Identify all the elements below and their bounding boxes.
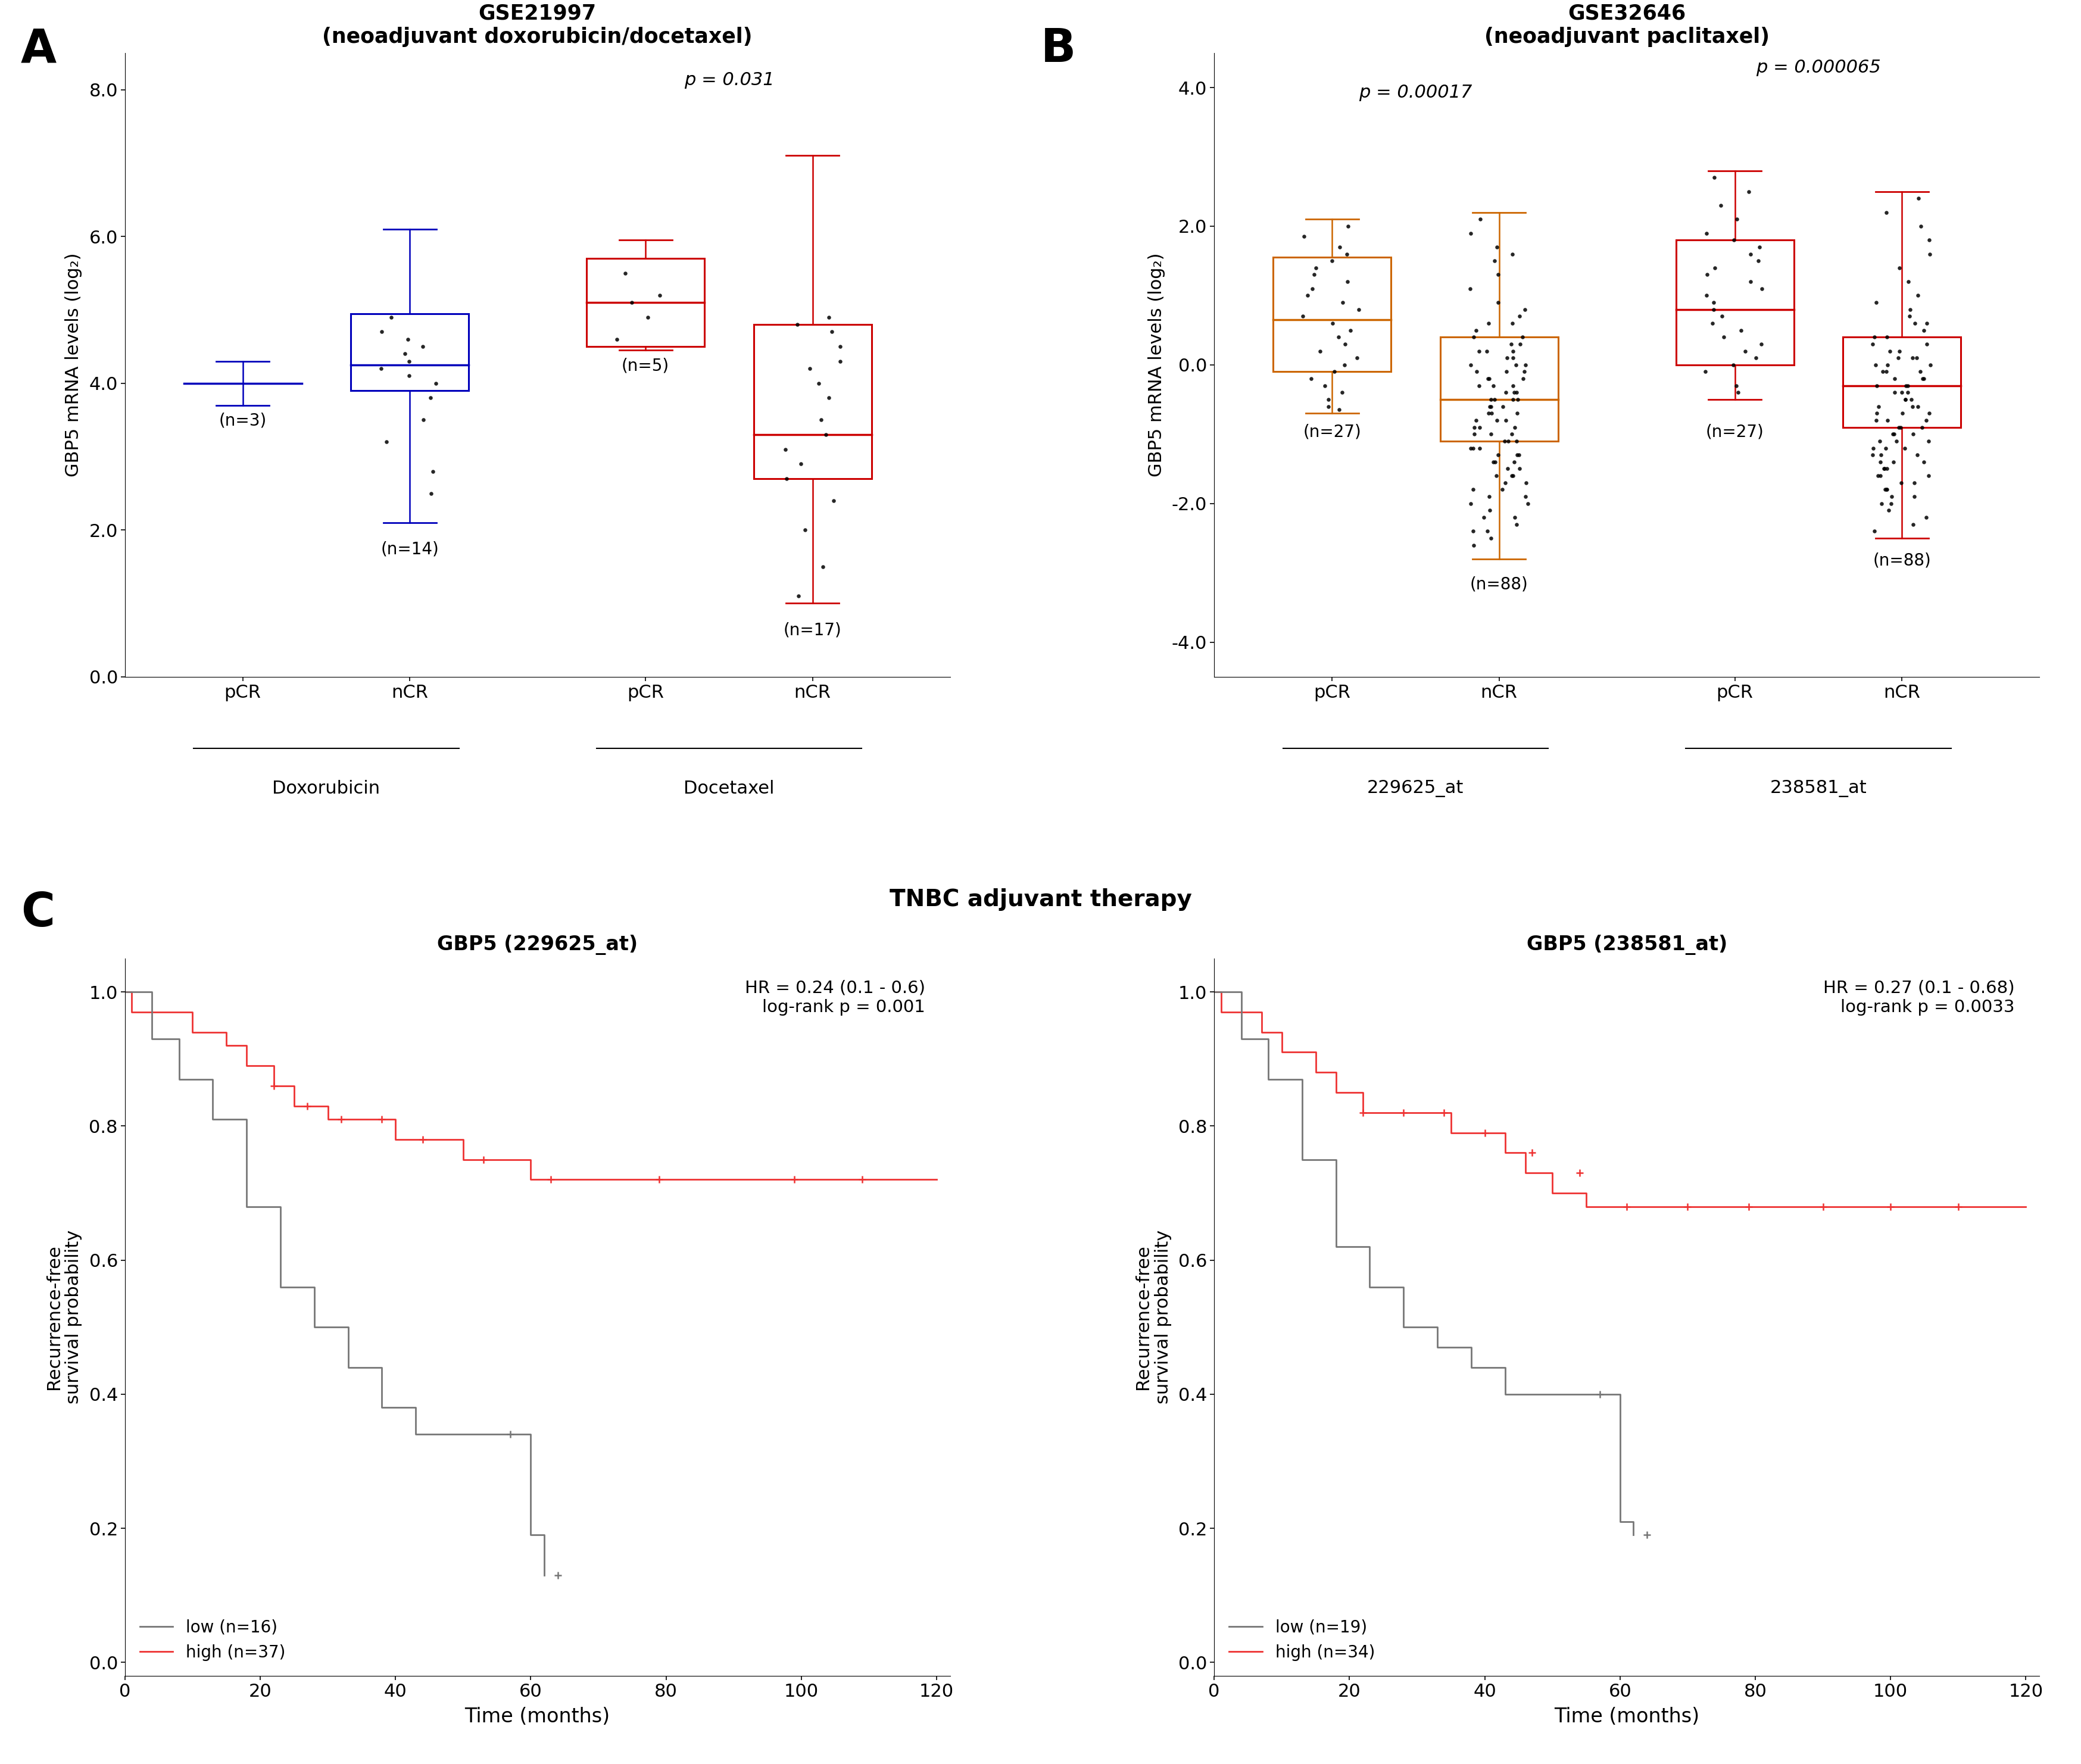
Point (1471, 399, 1505, 427)
Point (810, 420, 843, 448)
Point (1488, 469, 1521, 497)
Point (1910, 503, 1944, 531)
Point (1498, 413, 1532, 441)
Point (1490, 358, 1523, 386)
Point (1910, 309, 1944, 337)
Point (406, 332, 439, 360)
Y-axis label: Recurrence-free
survival probability: Recurrence-free survival probability (46, 1230, 83, 1404)
Point (1900, 344, 1933, 372)
Point (364, 355, 397, 383)
Point (1877, 448, 1910, 476)
Point (1488, 427, 1521, 455)
Point (1498, 448, 1532, 476)
Point (1902, 185, 1935, 213)
Point (389, 340, 422, 369)
Point (1733, 240, 1767, 268)
Text: HR = 0.27 (0.1 - 0.68)
log-rank p = 0.0033: HR = 0.27 (0.1 - 0.68) log-rank p = 0.00… (1823, 981, 2014, 1016)
Bar (1675, 240, 1794, 365)
Point (608, 259, 641, 288)
Point (1690, 219, 1723, 247)
Point (789, 515, 822, 543)
Point (1455, 275, 1488, 303)
Point (1315, 309, 1348, 337)
Point (1340, 344, 1373, 372)
Text: 238581_at: 238581_at (1769, 780, 1867, 797)
Point (1883, 337, 1917, 365)
Point (1869, 434, 1902, 462)
Text: A: A (21, 26, 56, 72)
Point (1883, 413, 1917, 441)
Point (1858, 517, 1892, 545)
Point (1511, 489, 1544, 517)
Text: Docetaxel: Docetaxel (685, 780, 774, 797)
Point (1317, 358, 1351, 386)
Point (1473, 385, 1507, 413)
Point (1473, 420, 1507, 448)
Point (1877, 379, 1910, 407)
Point (1892, 268, 1925, 296)
Point (1871, 476, 1904, 505)
Point (1498, 379, 1532, 407)
Text: (n=17): (n=17) (782, 621, 841, 639)
Point (1867, 455, 1900, 483)
Point (1898, 309, 1931, 337)
Point (1896, 420, 1929, 448)
Point (1744, 233, 1777, 261)
Text: (n=27): (n=27) (1303, 423, 1361, 441)
Point (1865, 489, 1898, 517)
Point (1471, 517, 1505, 545)
Point (414, 385, 447, 413)
Point (1463, 413, 1496, 441)
Point (1883, 413, 1917, 441)
Point (1480, 448, 1513, 476)
Point (1856, 434, 1890, 462)
Point (1733, 268, 1767, 296)
Point (1478, 448, 1511, 476)
Point (1473, 482, 1507, 510)
Point (1896, 392, 1929, 420)
Point (1860, 399, 1894, 427)
Point (1496, 309, 1530, 337)
Point (1326, 379, 1359, 407)
Point (1906, 316, 1939, 344)
Text: (n=14): (n=14) (381, 542, 439, 557)
Point (1486, 392, 1519, 420)
Point (1500, 427, 1534, 455)
Point (1873, 496, 1906, 524)
X-axis label: Time (months): Time (months) (464, 1708, 610, 1727)
Point (1865, 448, 1898, 476)
Point (1912, 462, 1946, 490)
Point (1507, 323, 1540, 351)
Point (1904, 212, 1937, 240)
Point (1902, 282, 1935, 310)
Point (1311, 385, 1344, 413)
Point (1892, 372, 1925, 400)
Point (1471, 309, 1505, 337)
Point (1721, 379, 1754, 407)
Point (1742, 247, 1775, 275)
Point (1896, 344, 1929, 372)
Point (1865, 441, 1898, 469)
Point (1904, 358, 1937, 386)
Point (812, 303, 845, 332)
Point (1879, 427, 1912, 455)
Point (1288, 222, 1321, 250)
Point (812, 385, 845, 413)
Point (1321, 323, 1355, 351)
Point (599, 325, 633, 353)
Point (1496, 240, 1530, 268)
Point (1328, 351, 1361, 379)
Point (1890, 372, 1923, 400)
Point (1299, 261, 1332, 289)
Point (1509, 351, 1542, 379)
Point (1303, 337, 1336, 365)
Point (1912, 427, 1946, 455)
Point (1871, 406, 1904, 434)
Point (1473, 392, 1507, 420)
Point (1330, 268, 1363, 296)
Point (1496, 462, 1530, 490)
Point (1457, 420, 1490, 448)
Point (1858, 351, 1892, 379)
Point (770, 464, 803, 492)
Point (1500, 379, 1534, 407)
